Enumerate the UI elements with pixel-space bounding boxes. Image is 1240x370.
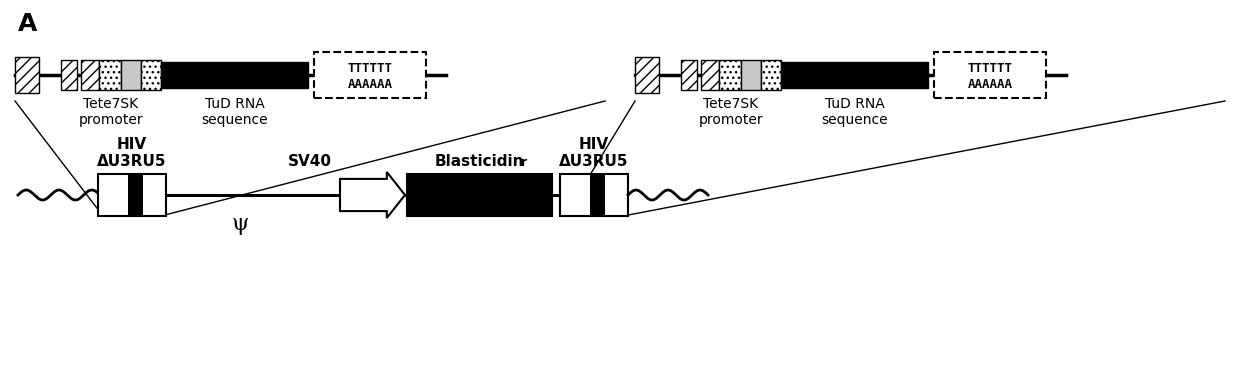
- Text: Tete7SK
promoter: Tete7SK promoter: [78, 97, 144, 127]
- Bar: [635, 57, 658, 93]
- Bar: [590, 174, 605, 216]
- Text: TuD RNA
sequence: TuD RNA sequence: [201, 97, 268, 127]
- Bar: [98, 174, 166, 216]
- Bar: [719, 60, 742, 90]
- Text: AAAAAA: AAAAAA: [967, 78, 1013, 91]
- Bar: [781, 62, 928, 88]
- Text: Tete7SK
promoter: Tete7SK promoter: [698, 97, 764, 127]
- Bar: [81, 60, 99, 90]
- Bar: [701, 60, 719, 90]
- Bar: [122, 60, 141, 90]
- Text: ψ: ψ: [232, 213, 249, 235]
- Bar: [560, 174, 627, 216]
- Bar: [934, 52, 1047, 98]
- Bar: [681, 60, 697, 90]
- Polygon shape: [340, 172, 405, 218]
- Bar: [128, 174, 143, 216]
- Bar: [15, 57, 38, 93]
- Bar: [141, 60, 161, 90]
- Text: HIV
ΔU3RU5: HIV ΔU3RU5: [559, 137, 629, 169]
- Bar: [407, 174, 552, 216]
- Text: HIV
ΔU3RU5: HIV ΔU3RU5: [97, 137, 166, 169]
- Bar: [761, 60, 781, 90]
- Bar: [742, 60, 761, 90]
- Text: SV40: SV40: [288, 154, 332, 169]
- Bar: [99, 60, 122, 90]
- Bar: [161, 62, 308, 88]
- Text: TTTTTT: TTTTTT: [967, 63, 1013, 75]
- Text: r: r: [522, 156, 528, 169]
- Text: TuD RNA
sequence: TuD RNA sequence: [821, 97, 888, 127]
- Text: AAAAAA: AAAAAA: [347, 78, 393, 91]
- Bar: [61, 60, 77, 90]
- Text: Blasticidin: Blasticidin: [435, 154, 525, 169]
- Bar: [314, 52, 427, 98]
- Text: TTTTTT: TTTTTT: [347, 63, 393, 75]
- Text: A: A: [19, 12, 37, 36]
